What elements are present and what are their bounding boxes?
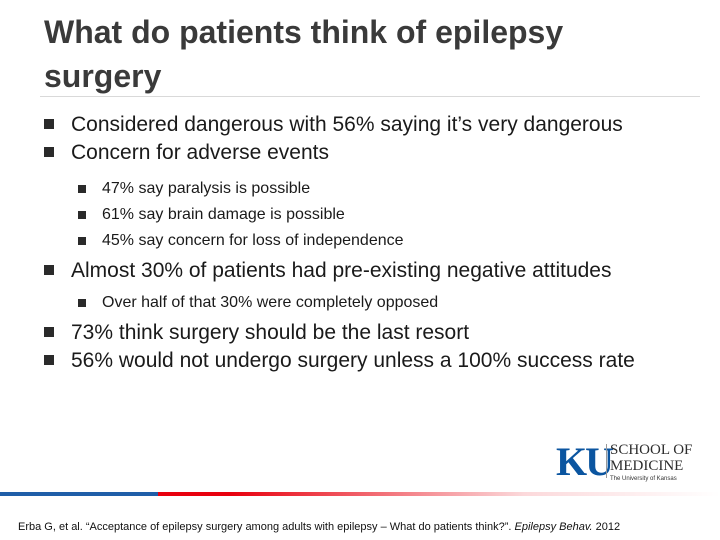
bullet-item: 56% would not undergo surgery unless a 1… [44,348,704,374]
logo-line-2: MEDICINE [610,458,684,474]
square-bullet-icon [78,299,86,307]
bullet-text: 45% say concern for loss of independence [102,232,404,249]
ku-medicine-logo: KU SCHOOL OF MEDICINE The University of … [556,440,696,484]
citation: Erba G, et al. “Acceptance of epilepsy s… [18,520,718,534]
logo-divider [606,444,607,478]
bullet-list: Considered dangerous with 56% saying it’… [44,112,704,376]
title-divider [40,96,700,97]
logo-line-1: SCHOOL OF [610,442,693,458]
bullet-text: Concern for adverse events [71,141,329,164]
square-bullet-icon [78,185,86,193]
square-bullet-icon [78,211,86,219]
bullet-text: 47% say paralysis is possible [102,180,311,197]
square-bullet-icon [44,265,54,275]
bullet-text: Almost 30% of patients had pre-existing … [71,259,612,282]
logo-subtitle: The University of Kansas [610,476,677,482]
bullet-item: 73% think surgery should be the last res… [44,320,704,346]
sub-bullet-item: Over half of that 30% were completely op… [78,290,704,316]
footer-bar-fade [230,492,720,496]
bullet-text: Over half of that 30% were completely op… [102,294,439,311]
citation-journal: Epilepsy Behav. [514,521,593,533]
bullet-text: 73% think surgery should be the last res… [71,321,470,344]
bullet-text: Considered dangerous with 56% saying it’… [71,113,623,136]
sub-bullet-item: 47% say paralysis is possible [78,176,704,202]
square-bullet-icon [44,119,54,129]
sub-bullet-item: 45% say concern for loss of independence [78,228,704,254]
bullet-text: 56% would not undergo surgery unless a 1… [71,349,635,372]
bullet-item: Almost 30% of patients had pre-existing … [44,258,704,284]
citation-text: Erba G, et al. “Acceptance of epilepsy s… [18,521,512,533]
footer-bar-blue [0,492,158,496]
bullet-text: 61% say brain damage is possible [102,206,345,223]
citation-year: 2012 [595,521,621,533]
square-bullet-icon [44,355,54,365]
bullet-item: Concern for adverse events [44,140,704,166]
square-bullet-icon [44,147,54,157]
sub-bullet-item: 61% say brain damage is possible [78,202,704,228]
square-bullet-icon [44,327,54,337]
slide-title: What do patients think of epilepsy surge… [44,14,564,94]
square-bullet-icon [78,237,86,245]
logo-mark: KU [556,439,614,484]
bullet-item: Considered dangerous with 56% saying it’… [44,112,704,138]
